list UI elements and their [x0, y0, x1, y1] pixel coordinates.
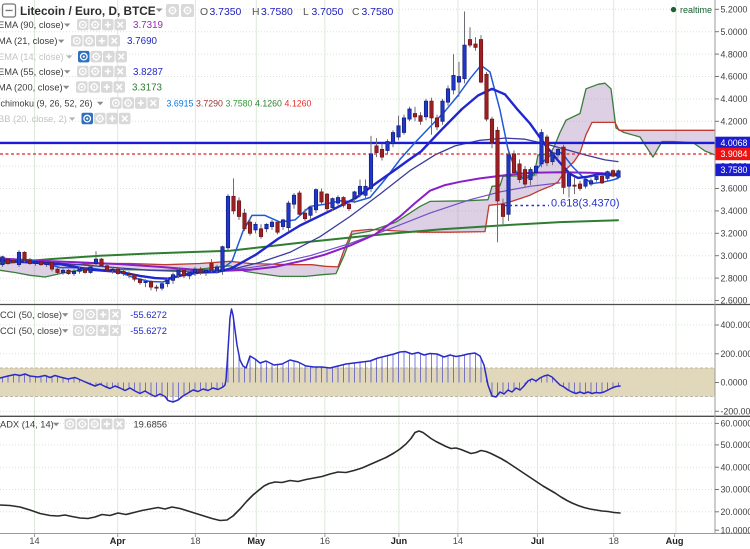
svg-text:4.4000: 4.4000: [721, 94, 748, 104]
svg-text:4.1260: 4.1260: [285, 98, 312, 108]
svg-text:0.618(3.4370): 0.618(3.4370): [551, 198, 620, 210]
svg-text:C: C: [352, 7, 360, 18]
svg-text:3.7050: 3.7050: [312, 7, 344, 18]
svg-text:3.8287: 3.8287: [133, 67, 163, 78]
svg-text:3.7350: 3.7350: [210, 7, 242, 18]
svg-text:3.7580: 3.7580: [362, 7, 394, 18]
svg-text:4.8000: 4.8000: [721, 49, 748, 59]
svg-text:3.7319: 3.7319: [133, 20, 163, 31]
svg-text:3.7690: 3.7690: [127, 36, 158, 47]
svg-text:14: 14: [29, 536, 39, 546]
svg-text:14: 14: [453, 536, 463, 546]
svg-text:4.6000: 4.6000: [721, 72, 748, 82]
svg-text:L: L: [303, 7, 309, 18]
svg-text:MA (200, close): MA (200, close): [0, 82, 63, 92]
svg-text:O: O: [200, 7, 208, 18]
svg-text:4.2000: 4.2000: [721, 117, 748, 127]
svg-text:ADX (14, 14): ADX (14, 14): [0, 419, 54, 429]
svg-text:Jul: Jul: [531, 536, 544, 546]
svg-text:-55.6272: -55.6272: [130, 310, 167, 320]
svg-text:19.6856: 19.6856: [134, 419, 168, 429]
svg-text:4.1260: 4.1260: [255, 98, 282, 108]
svg-text:3.3173: 3.3173: [132, 82, 163, 93]
svg-text:20.0000: 20.0000: [721, 507, 750, 517]
svg-text:3.2000: 3.2000: [721, 229, 748, 239]
svg-text:60.0000: 60.0000: [721, 419, 750, 429]
svg-text:BB (20, close, 2): BB (20, close, 2): [0, 114, 67, 124]
svg-text:Jun: Jun: [391, 536, 408, 546]
svg-text:realtime: realtime: [680, 5, 712, 15]
svg-text:5.0000: 5.0000: [721, 27, 748, 37]
svg-text:CCI (50, close): CCI (50, close): [0, 326, 62, 336]
svg-text:H: H: [252, 7, 260, 18]
svg-text:3.0000: 3.0000: [721, 251, 748, 261]
svg-text:MA (21, close): MA (21, close): [0, 36, 57, 46]
svg-text:Ichimoku (9, 26, 52, 26): Ichimoku (9, 26, 52, 26): [0, 98, 93, 108]
svg-text:18: 18: [609, 536, 619, 546]
svg-text:3.7580: 3.7580: [721, 165, 748, 175]
svg-text:3.7290: 3.7290: [196, 98, 223, 108]
svg-text:3.4000: 3.4000: [721, 206, 748, 216]
svg-text:3.7580: 3.7580: [261, 7, 293, 18]
svg-text:3.7580: 3.7580: [226, 98, 253, 108]
svg-text:50.0000: 50.0000: [721, 440, 750, 450]
svg-text:0.0000: 0.0000: [721, 378, 748, 388]
svg-text:3.9084: 3.9084: [721, 149, 748, 159]
svg-text:30.0000: 30.0000: [721, 485, 750, 495]
svg-text:3.6915: 3.6915: [167, 98, 194, 108]
svg-text:2.6000: 2.6000: [721, 296, 748, 306]
svg-text:Litecoin / Euro, D, BTCE: Litecoin / Euro, D, BTCE: [20, 4, 156, 18]
svg-text:5.2000: 5.2000: [721, 5, 748, 15]
svg-text:200.000: 200.000: [721, 349, 750, 359]
svg-text:Apr: Apr: [110, 536, 126, 546]
svg-text:EMA (90, close): EMA (90, close): [0, 20, 64, 30]
svg-text:2.8000: 2.8000: [721, 273, 748, 283]
svg-text:400.000: 400.000: [721, 320, 750, 330]
svg-text:May: May: [247, 536, 266, 546]
svg-text:-200.000: -200.000: [721, 407, 750, 417]
svg-text:10.0000: 10.0000: [721, 525, 750, 535]
svg-text:-55.6272: -55.6272: [130, 326, 167, 336]
svg-text:EMA (55, close): EMA (55, close): [0, 67, 64, 77]
svg-text:4.0068: 4.0068: [721, 138, 748, 148]
svg-text:40.0000: 40.0000: [721, 462, 750, 472]
svg-text:EMA (14, close): EMA (14, close): [0, 52, 64, 62]
svg-text:Aug: Aug: [666, 536, 684, 546]
svg-text:CCI (50, close): CCI (50, close): [0, 310, 62, 320]
svg-text:3.6000: 3.6000: [721, 184, 748, 194]
svg-text:18: 18: [190, 536, 200, 546]
svg-text:16: 16: [320, 536, 330, 546]
